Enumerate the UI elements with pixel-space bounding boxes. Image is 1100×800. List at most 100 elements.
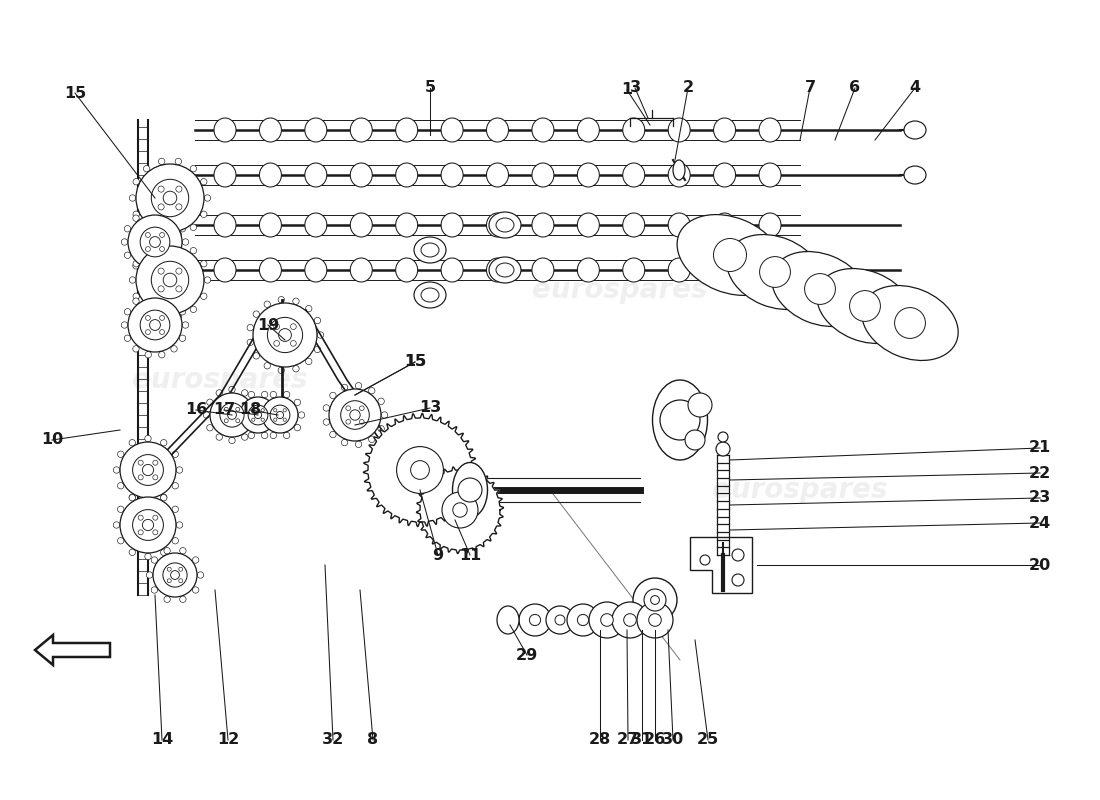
Circle shape bbox=[294, 399, 300, 406]
Ellipse shape bbox=[652, 380, 707, 460]
Circle shape bbox=[688, 393, 712, 417]
Circle shape bbox=[118, 538, 124, 544]
Circle shape bbox=[205, 194, 211, 202]
Circle shape bbox=[118, 506, 124, 513]
Circle shape bbox=[410, 461, 429, 479]
Circle shape bbox=[278, 297, 285, 303]
Circle shape bbox=[142, 519, 154, 530]
Circle shape bbox=[133, 215, 140, 222]
Ellipse shape bbox=[441, 258, 463, 282]
Ellipse shape bbox=[486, 118, 508, 142]
Circle shape bbox=[163, 191, 177, 205]
Ellipse shape bbox=[441, 213, 463, 237]
Circle shape bbox=[124, 309, 131, 315]
Ellipse shape bbox=[490, 212, 521, 238]
Circle shape bbox=[804, 274, 835, 304]
Circle shape bbox=[145, 233, 151, 238]
Circle shape bbox=[341, 401, 370, 430]
Circle shape bbox=[242, 390, 248, 396]
Circle shape bbox=[176, 522, 183, 528]
Circle shape bbox=[179, 567, 183, 571]
Circle shape bbox=[158, 314, 165, 320]
Circle shape bbox=[271, 391, 276, 398]
Circle shape bbox=[124, 335, 131, 342]
Ellipse shape bbox=[578, 163, 600, 187]
Ellipse shape bbox=[350, 213, 372, 237]
Circle shape bbox=[283, 418, 286, 422]
Text: 7: 7 bbox=[804, 81, 815, 95]
Circle shape bbox=[139, 530, 143, 535]
Circle shape bbox=[242, 434, 248, 440]
Circle shape bbox=[129, 549, 135, 555]
Ellipse shape bbox=[496, 218, 514, 232]
Circle shape bbox=[330, 431, 337, 438]
Circle shape bbox=[578, 614, 588, 626]
Text: 22: 22 bbox=[1028, 466, 1052, 481]
Circle shape bbox=[161, 549, 167, 555]
Ellipse shape bbox=[673, 160, 685, 180]
Ellipse shape bbox=[817, 269, 913, 343]
Circle shape bbox=[274, 418, 277, 422]
Circle shape bbox=[121, 322, 128, 328]
Circle shape bbox=[272, 399, 278, 406]
Circle shape bbox=[458, 478, 482, 502]
Text: 2: 2 bbox=[682, 81, 694, 95]
Circle shape bbox=[153, 460, 157, 465]
Text: 25: 25 bbox=[697, 733, 719, 747]
Circle shape bbox=[298, 412, 305, 418]
Circle shape bbox=[143, 306, 150, 313]
Circle shape bbox=[378, 426, 384, 432]
Ellipse shape bbox=[668, 258, 690, 282]
Ellipse shape bbox=[260, 213, 282, 237]
Circle shape bbox=[204, 412, 210, 418]
Ellipse shape bbox=[486, 258, 508, 282]
Text: 6: 6 bbox=[849, 81, 860, 95]
Ellipse shape bbox=[668, 213, 690, 237]
Ellipse shape bbox=[414, 237, 446, 263]
Circle shape bbox=[276, 412, 283, 418]
Circle shape bbox=[158, 158, 165, 165]
Text: 5: 5 bbox=[425, 81, 436, 95]
Circle shape bbox=[252, 418, 255, 422]
Circle shape bbox=[216, 434, 222, 440]
Circle shape bbox=[261, 418, 264, 422]
Circle shape bbox=[170, 346, 177, 352]
Circle shape bbox=[179, 596, 186, 602]
Circle shape bbox=[167, 567, 172, 571]
Circle shape bbox=[139, 515, 143, 520]
Ellipse shape bbox=[714, 163, 736, 187]
Circle shape bbox=[160, 233, 165, 238]
Circle shape bbox=[262, 432, 267, 438]
Text: 15: 15 bbox=[64, 86, 86, 101]
Ellipse shape bbox=[421, 243, 439, 257]
Circle shape bbox=[120, 497, 176, 553]
Ellipse shape bbox=[214, 118, 236, 142]
Circle shape bbox=[176, 286, 182, 292]
Circle shape bbox=[153, 475, 157, 480]
Circle shape bbox=[248, 325, 253, 331]
Circle shape bbox=[341, 384, 348, 390]
Circle shape bbox=[118, 451, 124, 458]
Ellipse shape bbox=[904, 166, 926, 184]
Ellipse shape bbox=[441, 118, 463, 142]
Circle shape bbox=[760, 257, 791, 287]
Circle shape bbox=[190, 224, 197, 230]
Circle shape bbox=[238, 399, 244, 406]
Circle shape bbox=[176, 186, 182, 192]
Circle shape bbox=[145, 246, 151, 251]
Circle shape bbox=[233, 412, 240, 418]
Ellipse shape bbox=[441, 163, 463, 187]
Ellipse shape bbox=[305, 163, 327, 187]
Circle shape bbox=[197, 572, 204, 578]
Circle shape bbox=[205, 277, 211, 283]
Ellipse shape bbox=[772, 251, 868, 326]
Text: 21: 21 bbox=[1028, 441, 1052, 455]
Circle shape bbox=[732, 574, 744, 586]
Circle shape bbox=[264, 362, 271, 369]
Circle shape bbox=[146, 572, 153, 578]
Circle shape bbox=[238, 425, 244, 431]
Circle shape bbox=[732, 549, 744, 561]
Circle shape bbox=[252, 409, 255, 412]
Text: 18: 18 bbox=[239, 402, 261, 418]
Circle shape bbox=[207, 425, 213, 431]
